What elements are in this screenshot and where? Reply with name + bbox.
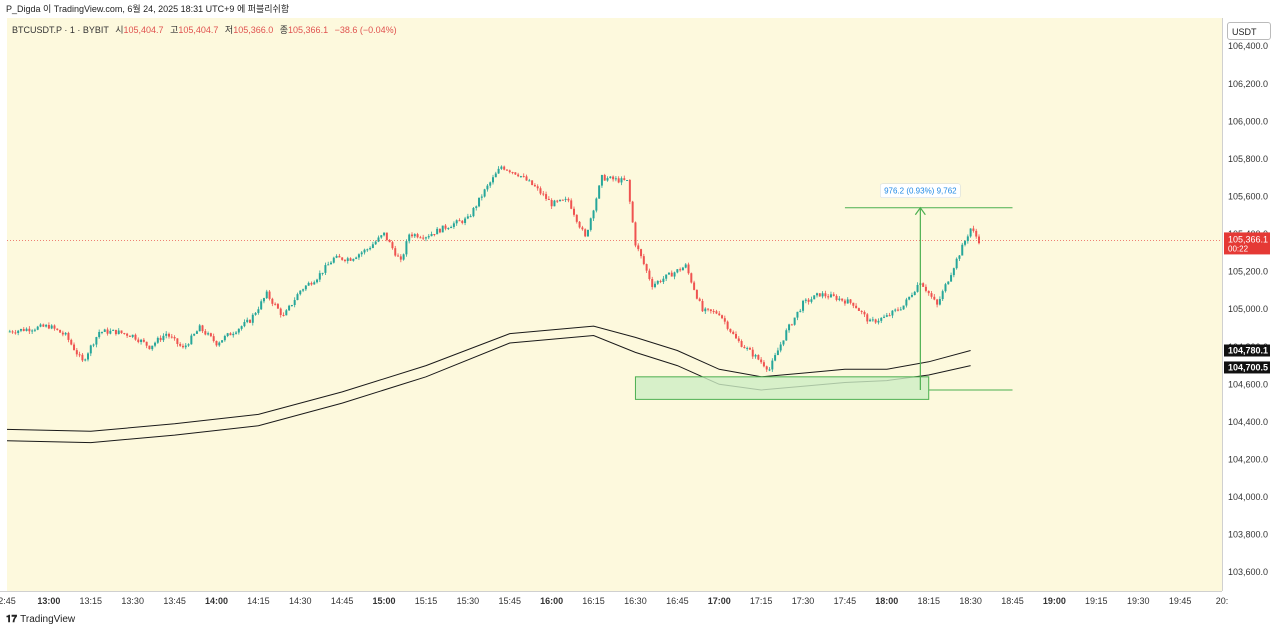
chart-area[interactable] (7, 18, 1222, 591)
close-value: 105,366.1 (288, 25, 329, 35)
close-label: 종 (279, 25, 289, 35)
footer-brand: 𝟏𝟕 TradingView (6, 614, 75, 625)
brand-name: TradingView (20, 614, 76, 625)
tradingview-logo-icon: 𝟏𝟕 (6, 614, 18, 625)
high-value: 105,404.7 (178, 25, 219, 35)
symbol-name[interactable]: BTCUSDT.P · 1 · BYBIT (12, 25, 109, 35)
currency-button[interactable]: USDT (1227, 22, 1271, 40)
low-value: 105,366.0 (233, 25, 274, 35)
price-axis[interactable] (1222, 18, 1280, 591)
high-label: 고 (170, 25, 179, 35)
change-value: −38.6 (−0.04%) (334, 25, 397, 35)
open-value: 105,404.7 (123, 25, 164, 35)
open-label: 시 (115, 25, 124, 35)
publish-caption: P_Digda 이 TradingView.com, 6월 24, 2025 1… (6, 4, 290, 14)
time-axis[interactable] (0, 591, 1222, 612)
symbol-legend: BTCUSDT.P · 1 · BYBIT 시105,404.7 고105,40… (12, 23, 397, 36)
low-label: 저 (224, 25, 234, 35)
